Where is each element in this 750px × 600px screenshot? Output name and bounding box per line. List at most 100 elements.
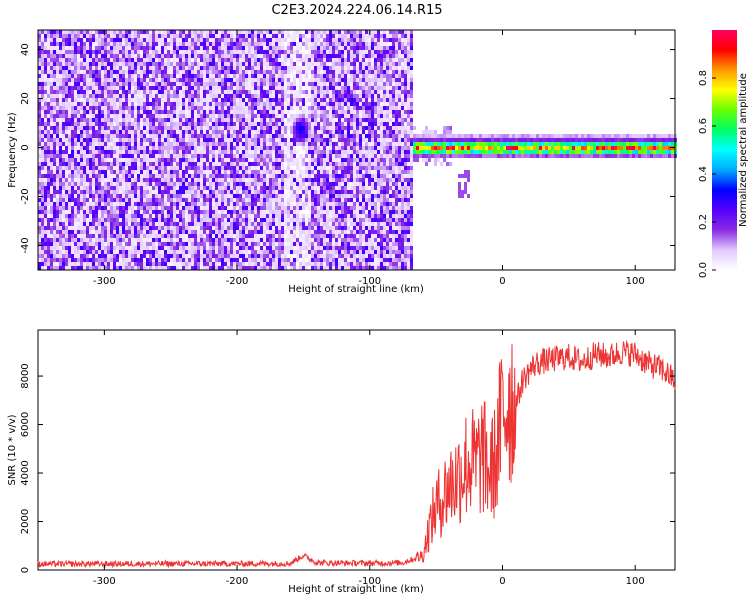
heatmap-cell — [173, 130, 176, 134]
heatmap-cell — [245, 70, 248, 74]
heatmap-cell — [230, 118, 233, 122]
heatmap-cell — [92, 102, 95, 106]
heatmap-cell — [278, 118, 281, 122]
heatmap-cell — [251, 254, 254, 258]
heatmap-cell — [197, 246, 200, 250]
heatmap-cell — [44, 90, 47, 94]
heatmap-cell — [281, 38, 284, 42]
heatmap-cell — [44, 166, 47, 170]
heatmap-cell — [185, 206, 188, 210]
heatmap-cell — [74, 218, 77, 222]
heatmap-cell — [86, 182, 89, 186]
heatmap-cell — [86, 162, 89, 166]
heatmap-cell — [62, 78, 65, 82]
heatmap-cell — [116, 162, 119, 166]
heatmap-cell — [137, 202, 140, 206]
heatmap-cell — [92, 34, 95, 38]
heatmap-cell — [128, 126, 131, 130]
heatmap-cell — [191, 90, 194, 94]
heatmap-cell — [209, 150, 212, 154]
heatmap-cell — [107, 190, 110, 194]
heatmap-cell — [149, 94, 152, 98]
heatmap-cell — [56, 82, 59, 86]
heatmap-cell — [47, 42, 50, 46]
heatmap-cell — [119, 110, 122, 114]
heatmap-cell — [38, 42, 41, 46]
heatmap-cell — [65, 254, 68, 258]
heatmap-cell — [185, 246, 188, 250]
heatmap-cell — [113, 78, 116, 82]
heatmap-cell — [59, 122, 62, 126]
heatmap-cell — [260, 66, 263, 70]
heatmap-cell — [47, 90, 50, 94]
heatmap-cell — [74, 246, 77, 250]
heatmap-cell — [92, 174, 95, 178]
heatmap-cell — [80, 190, 83, 194]
heatmap-cell — [224, 38, 227, 42]
heatmap-cell — [44, 258, 47, 262]
heatmap-cell — [122, 142, 125, 146]
heatmap-cell — [254, 222, 257, 226]
heatmap-cell — [176, 254, 179, 258]
heatmap-cell — [224, 262, 227, 266]
heatmap-cell — [269, 102, 272, 106]
heatmap-cell — [143, 150, 146, 154]
heatmap-cell — [221, 86, 224, 90]
heatmap-cell — [281, 118, 284, 122]
heatmap-cell — [155, 262, 158, 266]
heatmap-cell — [38, 238, 41, 242]
heatmap-cell — [224, 54, 227, 58]
heatmap-cell — [251, 122, 254, 126]
heatmap-cell — [95, 106, 98, 110]
heatmap-cell — [266, 198, 269, 202]
heatmap-cell — [107, 246, 110, 250]
heatmap-cell — [65, 262, 68, 266]
heatmap-cell — [173, 166, 176, 170]
heatmap-cell — [206, 34, 209, 38]
heatmap-cell — [188, 202, 191, 206]
heatmap-cell — [197, 254, 200, 258]
heatmap-cell — [176, 178, 179, 182]
heatmap-cell — [128, 134, 131, 138]
heatmap-cell — [221, 266, 224, 270]
heatmap-cell — [107, 198, 110, 202]
heatmap-cell — [137, 222, 140, 226]
heatmap-cell — [71, 166, 74, 170]
heatmap-cell — [74, 66, 77, 70]
heatmap-cell — [239, 170, 242, 174]
heatmap-cell — [116, 258, 119, 262]
heatmap-cell — [167, 114, 170, 118]
heatmap-cell — [44, 182, 47, 186]
heatmap-cell — [182, 222, 185, 226]
heatmap-cell — [266, 202, 269, 206]
heatmap-cell — [275, 46, 278, 50]
heatmap-cell — [134, 174, 137, 178]
heatmap-cell — [107, 114, 110, 118]
heatmap-cell — [65, 122, 68, 126]
heatmap-cell — [146, 78, 149, 82]
heatmap-cell — [170, 234, 173, 238]
heatmap-cell — [263, 254, 266, 258]
heatmap-cell — [233, 78, 236, 82]
heatmap-cell — [188, 198, 191, 202]
heatmap-cell — [191, 54, 194, 58]
heatmap-cell — [68, 130, 71, 134]
heatmap-cell — [122, 118, 125, 122]
heatmap-cell — [263, 206, 266, 210]
heatmap-cell — [140, 206, 143, 210]
heatmap-cell — [266, 250, 269, 254]
heatmap-cell — [263, 94, 266, 98]
heatmap-cell — [251, 158, 254, 162]
heatmap-cell — [119, 42, 122, 46]
heatmap-cell — [179, 94, 182, 98]
heatmap-cell — [113, 214, 116, 218]
heatmap-cell — [200, 190, 203, 194]
heatmap-cell — [125, 90, 128, 94]
heatmap-cell — [245, 94, 248, 98]
heatmap-cell — [128, 78, 131, 82]
heatmap-cell — [218, 146, 221, 150]
heatmap-cell — [182, 54, 185, 58]
heatmap-cell — [119, 30, 122, 34]
heatmap-cell — [98, 166, 101, 170]
heatmap-cell — [227, 42, 230, 46]
